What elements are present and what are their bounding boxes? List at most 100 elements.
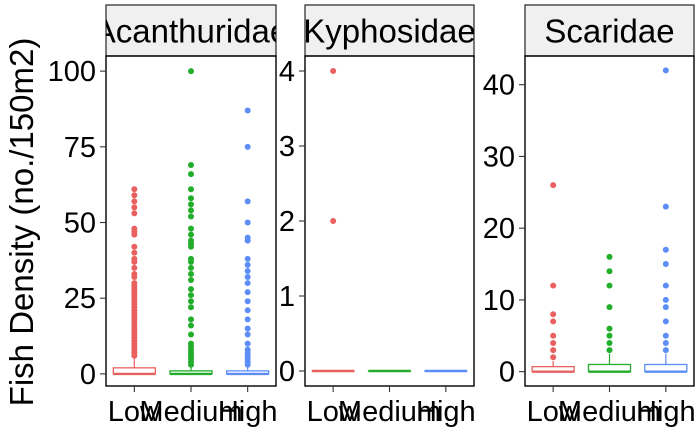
outlier-point [606,268,613,275]
outlier-point [188,213,194,220]
box-medium [169,68,213,376]
outlier-point [131,258,138,265]
outlier-point [244,219,251,226]
x-tick-label: Medium [139,396,242,428]
outlier-point [662,318,669,325]
box-medium [587,253,632,373]
facet-label: Scaridae [544,13,674,50]
outlier-point [550,318,557,325]
y-tick-label: 20 [483,213,515,245]
outlier-point [606,339,613,346]
outlier-point [188,286,194,293]
outlier-point [131,243,138,250]
outlier-point [550,332,557,339]
box-low [112,186,156,376]
outlier-point [244,325,251,332]
outlier-point [662,246,669,253]
y-tick-label: 100 [48,56,96,88]
x-tick-label: High [416,396,476,428]
outlier-point [188,207,194,214]
outlier-point [244,107,251,114]
y-tick-label: 25 [64,283,96,315]
outlier-point [662,296,669,303]
outlier-point [606,304,613,311]
facet-label: Acanthuridae [94,13,288,50]
x-tick-label: Low [307,396,361,428]
outlier-point [244,298,251,305]
y-tick-label: 0 [499,357,515,389]
outlier-point [244,261,251,268]
outlier-point [330,68,337,74]
y-tick-label: 50 [64,208,96,240]
box-low [531,182,575,373]
outlier-point [662,203,669,210]
y-tick-label: 0 [279,356,295,388]
y-tick-label: 40 [483,70,515,102]
outlier-point [662,67,669,74]
outlier-point [244,307,251,314]
y-tick-label: 2 [279,206,295,238]
x-tick-label: Medium [338,396,441,428]
outlier-point [330,218,337,224]
y-tick-label: 3 [279,131,295,163]
outlier-point [606,253,613,260]
x-tick-label: Low [527,396,581,428]
outlier-point [131,204,138,211]
outlier-point [131,352,138,359]
outlier-point [188,277,194,284]
outlier-point [244,361,251,368]
outlier-point [244,274,251,281]
outlier-point [188,331,194,338]
x-tick-label: High [218,396,278,428]
box-high [644,67,688,373]
outlier-point [188,161,194,168]
outlier-point [188,243,194,250]
outlier-point [188,361,194,368]
outlier-point [131,264,138,271]
outlier-point [131,210,138,217]
outlier-point [188,225,194,232]
outlier-point [606,347,613,354]
y-axis-label: Fish Density (no./150m2) [3,38,40,407]
y-tick-label: 4 [279,56,295,88]
outlier-point [188,298,194,305]
outlier-point [188,304,194,311]
y-tick-label: 10 [483,285,515,317]
outlier-point [188,292,194,299]
outlier-point [662,261,669,268]
outlier-point [244,280,251,287]
outlier-point [131,192,138,199]
outlier-point [662,332,669,339]
outlier-point [662,304,669,311]
outlier-point [662,282,669,289]
outlier-point [662,347,669,354]
outlier-point [244,143,251,150]
outlier-point [131,198,138,205]
x-tick-label: Medium [558,396,661,428]
outlier-point [550,339,557,346]
y-tick-label: 0 [80,359,96,391]
box-high [226,107,270,376]
x-tick-label: Low [108,396,162,428]
outlier-point [244,331,251,338]
outlier-point [662,339,669,346]
outlier-point [131,274,138,281]
outlier-point [550,311,557,318]
outlier-point [188,322,194,329]
outlier-point [188,201,194,208]
outlier-point [244,237,251,244]
outlier-point [550,354,557,361]
outlier-point [188,258,194,265]
outlier-point [244,316,251,323]
y-tick-label: 75 [64,132,96,164]
outlier-point [606,282,613,289]
y-tick-label: 30 [483,141,515,173]
outlier-point [244,267,251,274]
outlier-point [244,289,251,296]
outlier-point [550,282,557,289]
facet-strip [304,4,475,57]
